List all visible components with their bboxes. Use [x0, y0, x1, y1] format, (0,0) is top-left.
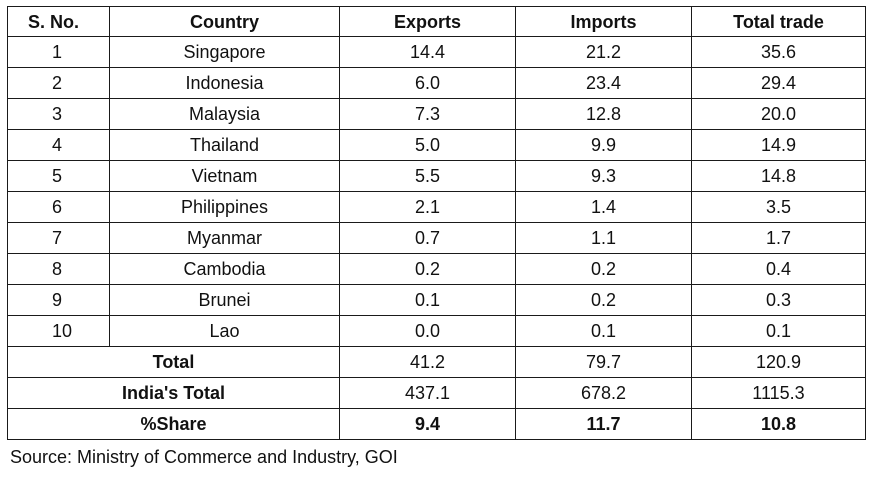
row-sno: 3	[7, 98, 110, 130]
row-total-trade: 29.4	[691, 67, 866, 99]
row-imports: 1.4	[515, 191, 692, 223]
row-country: Malaysia	[109, 98, 340, 130]
row-exports: 0.2	[339, 253, 516, 285]
row-imports: 1.1	[515, 222, 692, 254]
row-sno: 1	[7, 36, 110, 68]
row-total-trade: 35.6	[691, 36, 866, 68]
source-note: Source: Ministry of Commerce and Industr…	[10, 447, 398, 467]
row-exports: 0.0	[339, 315, 516, 347]
summary-exports: 437.1	[339, 377, 516, 409]
header-country: Country	[109, 6, 340, 37]
table-row: 3 Malaysia 7.3 12.8 20.0	[7, 98, 866, 130]
row-sno: 2	[7, 67, 110, 99]
table-row: 6 Philippines 2.1 1.4 3.5	[7, 191, 866, 223]
row-sno: 8	[7, 253, 110, 285]
summary-row-india-total: India's Total 437.1 678.2 1115.3	[7, 377, 866, 409]
row-imports: 0.2	[515, 284, 692, 316]
row-total-trade: 0.4	[691, 253, 866, 285]
trade-table: S. No. Country Exports Imports Total tra…	[7, 6, 866, 440]
row-total-trade: 1.7	[691, 222, 866, 254]
summary-imports: 678.2	[515, 377, 692, 409]
table-row: 7 Myanmar 0.7 1.1 1.7	[7, 222, 866, 254]
row-exports: 0.7	[339, 222, 516, 254]
table-row: 10 Lao 0.0 0.1 0.1	[7, 315, 866, 347]
row-sno: 9	[7, 284, 110, 316]
summary-label: Total	[7, 346, 340, 378]
summary-total-trade: 1115.3	[691, 377, 866, 409]
summary-total-trade: 10.8	[691, 408, 866, 440]
row-sno: 5	[7, 160, 110, 192]
row-total-trade: 14.8	[691, 160, 866, 192]
row-country: Lao	[109, 315, 340, 347]
row-total-trade: 20.0	[691, 98, 866, 130]
row-exports: 0.1	[339, 284, 516, 316]
row-country: Indonesia	[109, 67, 340, 99]
row-sno: 7	[7, 222, 110, 254]
row-country: Philippines	[109, 191, 340, 223]
row-imports: 0.1	[515, 315, 692, 347]
table-row: 5 Vietnam 5.5 9.3 14.8	[7, 160, 866, 192]
table-row: 4 Thailand 5.0 9.9 14.9	[7, 129, 866, 161]
table-row: 2 Indonesia 6.0 23.4 29.4	[7, 67, 866, 99]
row-imports: 23.4	[515, 67, 692, 99]
summary-total-trade: 120.9	[691, 346, 866, 378]
header-exports: Exports	[339, 6, 516, 37]
summary-imports: 11.7	[515, 408, 692, 440]
table-row: 9 Brunei 0.1 0.2 0.3	[7, 284, 866, 316]
row-sno: 6	[7, 191, 110, 223]
row-total-trade: 14.9	[691, 129, 866, 161]
table-row: 1 Singapore 14.4 21.2 35.6	[7, 36, 866, 68]
header-sno: S. No.	[7, 6, 110, 37]
row-imports: 9.3	[515, 160, 692, 192]
row-exports: 5.0	[339, 129, 516, 161]
row-sno: 4	[7, 129, 110, 161]
table-body: 1 Singapore 14.4 21.2 35.6 2 Indonesia 6…	[7, 36, 866, 440]
row-imports: 12.8	[515, 98, 692, 130]
row-country: Myanmar	[109, 222, 340, 254]
row-country: Brunei	[109, 284, 340, 316]
row-country: Thailand	[109, 129, 340, 161]
summary-label: India's Total	[7, 377, 340, 409]
row-country: Singapore	[109, 36, 340, 68]
row-imports: 9.9	[515, 129, 692, 161]
row-total-trade: 0.3	[691, 284, 866, 316]
summary-label: %Share	[7, 408, 340, 440]
row-sno: 10	[7, 315, 110, 347]
row-exports: 6.0	[339, 67, 516, 99]
row-country: Vietnam	[109, 160, 340, 192]
row-total-trade: 3.5	[691, 191, 866, 223]
row-total-trade: 0.1	[691, 315, 866, 347]
summary-row-total: Total 41.2 79.7 120.9	[7, 346, 866, 378]
row-imports: 0.2	[515, 253, 692, 285]
row-exports: 5.5	[339, 160, 516, 192]
summary-exports: 9.4	[339, 408, 516, 440]
summary-exports: 41.2	[339, 346, 516, 378]
header-total-trade: Total trade	[691, 6, 866, 37]
summary-imports: 79.7	[515, 346, 692, 378]
header-imports: Imports	[515, 6, 692, 37]
row-imports: 21.2	[515, 36, 692, 68]
row-exports: 2.1	[339, 191, 516, 223]
row-exports: 14.4	[339, 36, 516, 68]
table-row: 8 Cambodia 0.2 0.2 0.4	[7, 253, 866, 285]
row-country: Cambodia	[109, 253, 340, 285]
row-exports: 7.3	[339, 98, 516, 130]
header-row: S. No. Country Exports Imports Total tra…	[7, 6, 866, 37]
summary-row-share: %Share 9.4 11.7 10.8	[7, 408, 866, 440]
